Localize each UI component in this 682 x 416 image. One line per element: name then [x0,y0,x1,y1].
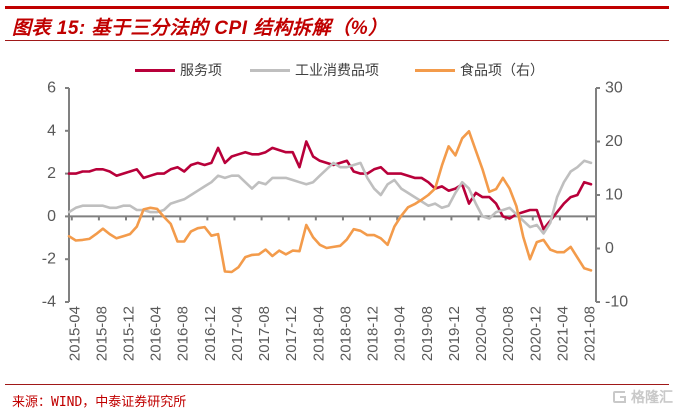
y-left-tick-label: 4 [47,122,56,139]
x-tick-label: 2018-04 [310,306,327,361]
y-right-tick-label: 0 [605,240,614,257]
y-left-tick-label: -4 [42,294,56,311]
legend-item-industrial-goods: 工业消费品项 [250,61,379,79]
series-line-industrial-goods [67,159,593,235]
legend-swatch-food [415,68,455,72]
title-bottom-rule [5,40,669,41]
title-top-rule [5,6,669,9]
y-right-tick-label: -10 [605,294,628,311]
y-left-tick-label: 0 [47,208,56,225]
x-tick-label: 2015-08 [93,306,110,361]
x-tick-label: 2019-12 [446,306,463,361]
y-right-tick-label: 30 [605,80,623,97]
y-left-tick-label: 6 [47,80,56,97]
x-tick-label: 2016-08 [175,306,192,361]
legend-item-services: 服务项 [135,61,222,79]
x-tick-label: 2021-04 [554,306,571,361]
y-right-tick-label: 20 [605,133,623,150]
x-tick-label: 2015-04 [66,306,83,361]
chart-title: 图表 15: 基于三分法的 CPI 结构拆解（%） [12,18,388,39]
legend-label-industrial-goods: 工业消费品项 [295,62,379,78]
x-tick-label: 2020-08 [500,306,517,361]
x-tick-label: 2016-04 [148,306,165,361]
series-line-services [67,140,593,231]
x-tick-label: 2019-04 [392,306,409,361]
x-tick-label: 2016-12 [202,306,219,361]
x-tick-label: 2015-12 [121,306,138,361]
y-left-tick-label: 2 [47,165,56,182]
x-tick-label: 2017-12 [283,306,300,361]
x-tick-label: 2021-08 [582,306,599,361]
x-tick-label: 2019-08 [419,306,436,361]
y-right-tick-label: 10 [605,187,623,204]
y-left-tick-label: -2 [42,251,56,268]
source-note: 来源：WIND，中泰证券研究所 [12,395,187,410]
legend-swatch-services [135,68,175,72]
source-top-rule [5,384,669,385]
legend-label-services: 服务项 [180,62,222,78]
x-tick-label: 2018-12 [365,306,382,361]
x-tick-label: 2020-12 [527,306,544,361]
watermark: 格隆汇 [612,387,673,407]
x-tick-label: 2017-04 [229,306,246,361]
legend-swatch-industrial-goods [250,68,290,72]
x-tick-label: 2017-08 [256,306,273,361]
gelonghui-logo-icon [613,391,626,403]
legend-label-food: 食品项（右） [460,62,544,78]
watermark-text: 格隆汇 [631,389,673,405]
x-tick-label: 2020-04 [473,306,490,361]
x-tick-label: 2018-08 [337,306,354,361]
legend-item-food: 食品项（右） [415,61,544,79]
series-line-food [67,130,593,274]
